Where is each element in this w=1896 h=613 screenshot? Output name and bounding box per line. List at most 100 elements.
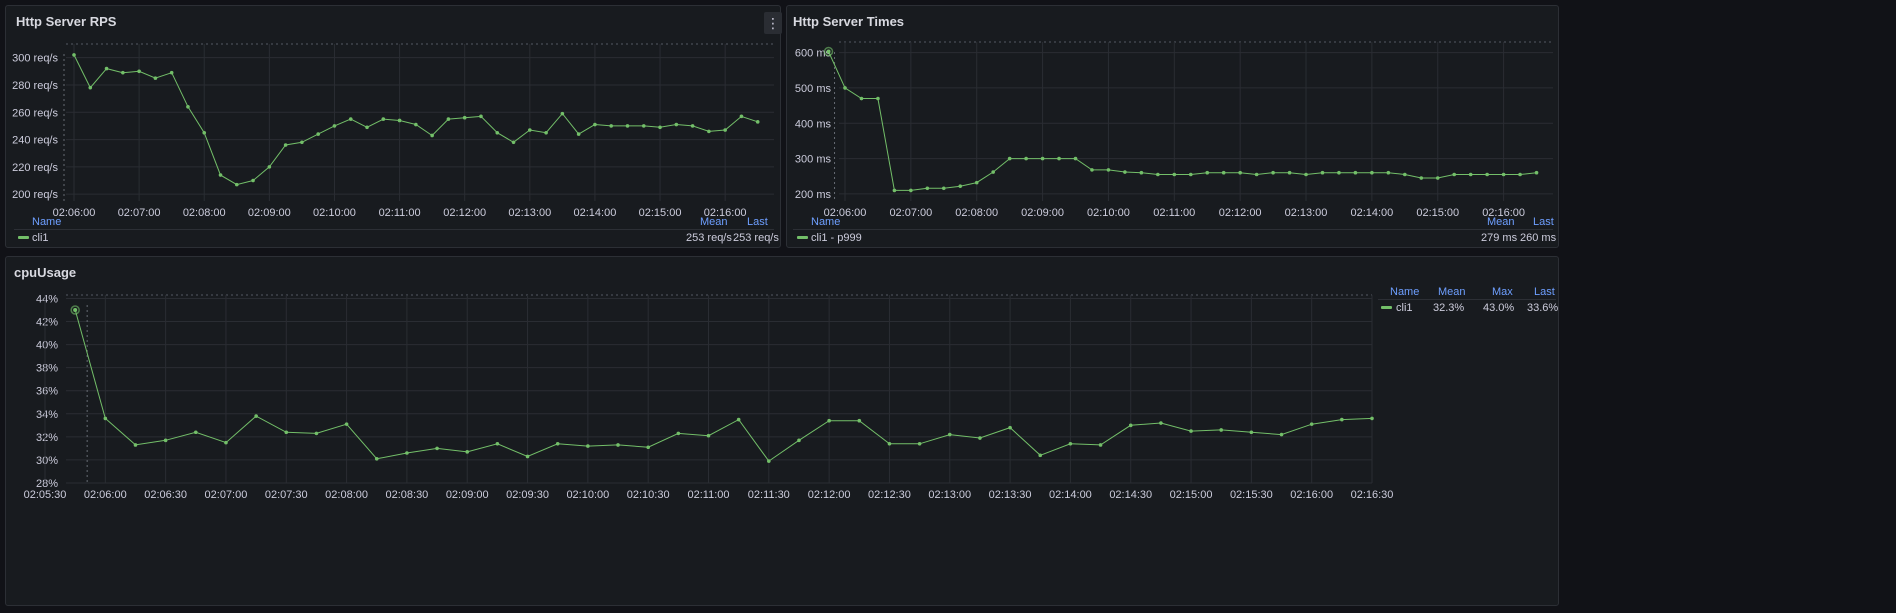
- x-tick-label: 02:12:30: [868, 489, 911, 501]
- y-tick-label: 38%: [36, 363, 58, 375]
- data-point: [1008, 425, 1012, 430]
- data-point: [736, 417, 741, 422]
- data-point: [674, 122, 679, 127]
- x-tick-label: 02:10:00: [566, 489, 609, 501]
- y-tick-label: 220 req/s: [12, 162, 58, 174]
- legend-header-name[interactable]: Name: [32, 216, 62, 228]
- data-point: [1435, 176, 1440, 180]
- data-point: [690, 124, 695, 128]
- panel-menu-button[interactable]: ⋮: [764, 12, 782, 34]
- data-point: [430, 133, 434, 138]
- data-point: [462, 115, 467, 120]
- data-point: [186, 105, 190, 109]
- data-point: [755, 120, 760, 124]
- data-point: [1419, 176, 1424, 180]
- x-tick-label: 02:09:00: [446, 489, 489, 501]
- data-point: [374, 456, 379, 461]
- legend-header-name[interactable]: Name: [1390, 286, 1420, 298]
- data-point: [193, 430, 198, 435]
- series-swatch[interactable]: [18, 236, 29, 239]
- x-tick-label: 02:08:30: [385, 489, 428, 501]
- data-point: [876, 96, 880, 101]
- data-point: [1287, 170, 1292, 175]
- legend-header-mean[interactable]: Mean: [1438, 286, 1466, 298]
- x-tick-label: 02:06:30: [144, 489, 187, 501]
- data-point: [917, 441, 922, 446]
- panel-cpu-usage: cpuUsage 28% 30% 32% 34% 36% 38% 40% 42% 44% 02:0…: [5, 256, 1559, 606]
- x-tick-label: 02:11:30: [748, 489, 790, 501]
- data-point: [1068, 441, 1073, 446]
- panel-http-server-times: Http Server Times 200 ms 300 ms 400 ms 500 …: [786, 5, 1559, 248]
- data-point: [1304, 172, 1308, 177]
- data-point: [658, 125, 662, 130]
- data-point: [365, 125, 369, 130]
- data-point: [283, 143, 288, 147]
- legend-series-name[interactable]: cli1: [32, 232, 49, 244]
- legend-max-value: 43.0%: [1483, 302, 1515, 314]
- data-point: [707, 129, 711, 134]
- legend-header-mean[interactable]: Mean: [1487, 216, 1515, 228]
- data-point: [646, 445, 650, 450]
- data-point: [163, 438, 168, 443]
- x-tick-label: 02:13:00: [1285, 207, 1328, 219]
- data-point: [1040, 156, 1045, 161]
- legend-header-last[interactable]: Last: [747, 216, 768, 228]
- data-point: [251, 178, 255, 183]
- data-point: [1370, 416, 1374, 421]
- legend-header-name[interactable]: Name: [811, 216, 841, 228]
- panel-title: Http Server RPS: [16, 14, 117, 29]
- legend-mean-value: 253 req/s: [686, 232, 732, 244]
- legend-header-last[interactable]: Last: [1534, 286, 1555, 298]
- data-point: [1337, 170, 1341, 175]
- data-point: [1340, 417, 1344, 422]
- legend-header-mean[interactable]: Mean: [700, 216, 728, 228]
- x-tick-label: 02:08:00: [325, 489, 368, 501]
- x-tick-label: 02:09:00: [1021, 207, 1064, 219]
- x-tick-label: 02:16:00: [1290, 489, 1333, 501]
- data-point: [1320, 170, 1325, 175]
- data-point: [72, 53, 76, 57]
- data-point: [414, 122, 418, 127]
- data-point: [397, 118, 402, 123]
- data-point: [254, 414, 258, 418]
- series-line: [828, 51, 1537, 191]
- data-point: [1501, 172, 1506, 177]
- x-tick-label: 02:10:30: [627, 489, 670, 501]
- data-point: [826, 49, 831, 54]
- legend-separator: [14, 229, 774, 230]
- y-tick-label: 200 req/s: [12, 189, 58, 201]
- legend-series-name[interactable]: cli1 - p999: [811, 232, 862, 244]
- data-point: [1353, 170, 1358, 175]
- x-tick-label: 02:07:00: [118, 207, 161, 219]
- data-point: [857, 418, 862, 423]
- data-point: [234, 182, 239, 187]
- data-point: [609, 124, 614, 128]
- x-tick-label: 02:14:00: [1350, 207, 1393, 219]
- x-tick-label: 02:07:30: [265, 489, 308, 501]
- legend-series-name[interactable]: cli1: [1396, 302, 1413, 314]
- data-point: [1007, 156, 1012, 161]
- data-point: [153, 76, 158, 80]
- x-tick-label: 02:15:00: [1416, 207, 1459, 219]
- data-point: [544, 130, 548, 135]
- data-point: [887, 441, 892, 446]
- cpu-chart: 28% 30% 32% 34% 36% 38% 40% 42% 44% 02:05:30 02:06…: [24, 293, 1394, 501]
- data-point: [958, 184, 963, 188]
- legend-last-value: 253 req/s: [733, 232, 779, 244]
- x-tick-label: 02:15:00: [639, 207, 682, 219]
- x-tick-label: 02:15:30: [1230, 489, 1273, 501]
- x-tick-label: 02:09:00: [248, 207, 291, 219]
- data-point: [991, 170, 995, 174]
- legend-mean-value: 32.3%: [1433, 302, 1465, 314]
- x-tick-label: 02:08:00: [183, 207, 226, 219]
- y-tick-label: 400 ms: [795, 118, 832, 130]
- x-tick-label: 02:12:00: [808, 489, 851, 501]
- data-point: [1468, 172, 1473, 177]
- legend-header-max[interactable]: Max: [1492, 286, 1513, 298]
- series-swatch[interactable]: [797, 236, 808, 239]
- data-point: [767, 459, 771, 463]
- series-swatch[interactable]: [1381, 306, 1392, 309]
- data-point: [1485, 172, 1489, 177]
- data-point: [446, 117, 451, 121]
- legend-header-last[interactable]: Last: [1533, 216, 1554, 228]
